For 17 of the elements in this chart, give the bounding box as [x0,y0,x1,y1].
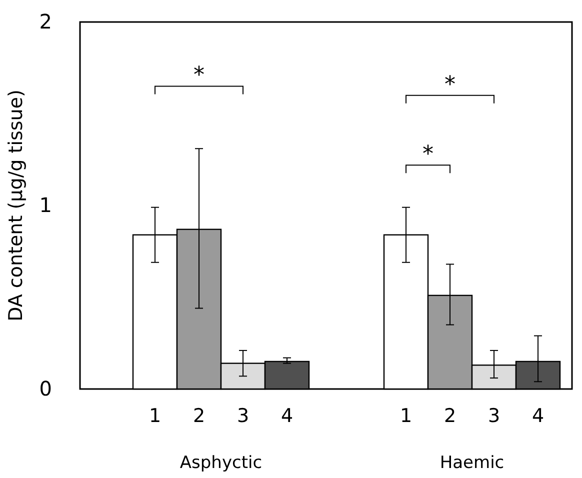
y-tick-label: 2 [39,9,52,34]
annotation: * [422,142,434,168]
x-tick-label: 1 [148,405,162,427]
y-tick-label: 0 [39,376,52,400]
x-tick-label: 3 [236,405,250,427]
text: Haemic [440,453,504,473]
text: Asphyctic [180,453,262,473]
y-axis-title: DA content (μg/g tissue) [5,90,27,322]
y-tick-label: 1 [39,192,52,217]
x-tick-label: 2 [192,405,206,427]
x-tick-label: 4 [532,405,544,427]
annotation: * [194,63,204,88]
x-tick-label: 1 [400,405,412,427]
x-tick-label: 2 [444,405,456,427]
x-tick-label: 3 [488,405,500,427]
x-tick-label: 4 [280,405,294,427]
annotation: * [444,72,456,98]
